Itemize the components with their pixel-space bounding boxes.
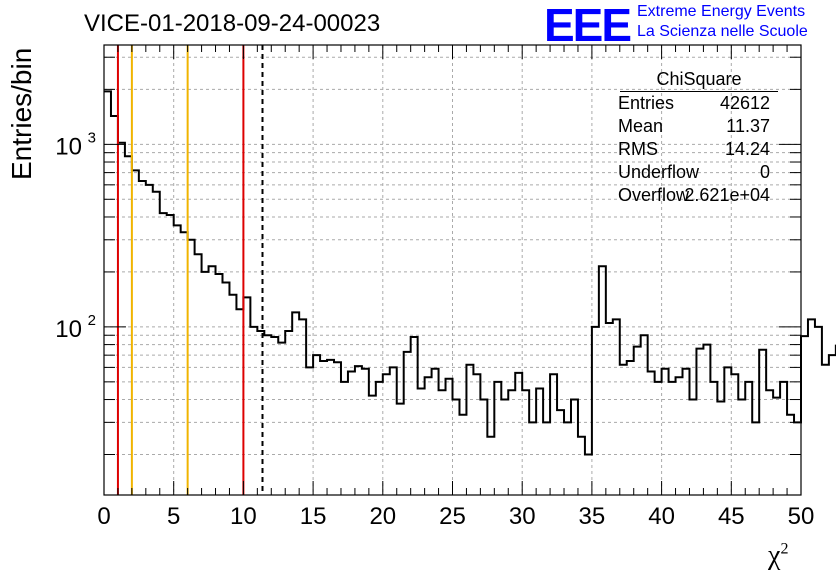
stats-key: RMS bbox=[618, 139, 658, 159]
x-tick-label: 30 bbox=[509, 503, 536, 530]
x-tick-label: 15 bbox=[300, 503, 327, 530]
stats-key: Entries bbox=[618, 93, 675, 113]
eee-logo-text: Extreme Energy Events La Scienza nelle S… bbox=[637, 2, 808, 42]
x-tick-label: 45 bbox=[718, 503, 745, 530]
stats-row: Mean 11.37 bbox=[612, 115, 780, 138]
stats-key: Overflow bbox=[618, 185, 690, 205]
stats-title: ChiSquare bbox=[620, 68, 778, 92]
y-tick-label-sup: 2 bbox=[88, 312, 96, 329]
y-tick-label-sup: 3 bbox=[88, 129, 96, 146]
stats-value: 14.24 bbox=[724, 139, 770, 159]
grid-lines bbox=[104, 45, 801, 495]
x-tick-label: 35 bbox=[579, 503, 606, 530]
stats-row: Entries 42612 bbox=[612, 92, 780, 115]
stats-key: Underflow bbox=[618, 162, 700, 182]
x-tick-label: 10 bbox=[230, 503, 257, 530]
stats-value: 11.37 bbox=[726, 116, 770, 136]
x-axis-label: χ2 bbox=[768, 540, 788, 572]
logo-line-2: La Scienza nelle Scuole bbox=[637, 23, 808, 40]
logo-line-1: Extreme Energy Events bbox=[637, 3, 806, 20]
stats-value: 42612 bbox=[719, 93, 770, 113]
x-tick-label: 40 bbox=[648, 503, 675, 530]
eee-logo: EEE bbox=[544, 0, 632, 51]
y-tick-label: 10 bbox=[55, 133, 82, 160]
y-axis-label: Entries/bin bbox=[6, 47, 37, 180]
stats-row: Overflow 2.621e+04 bbox=[612, 184, 780, 207]
stats-key: Mean bbox=[618, 116, 664, 136]
x-tick-label: 20 bbox=[369, 503, 396, 530]
stats-value: 2.621e+04 bbox=[684, 185, 770, 205]
chart-title: VICE-01-2018-09-24-00023 bbox=[84, 10, 381, 37]
stats-row: RMS 14.24 bbox=[612, 138, 780, 161]
x-tick-label: 50 bbox=[788, 503, 815, 530]
stats-box: ChiSquare Entries 42612 Mean 11.37 RMS 14.2… bbox=[612, 68, 780, 207]
y-tick-label: 10 bbox=[55, 316, 82, 343]
x-tick-label: 0 bbox=[97, 503, 110, 530]
x-axis-label-sup: 2 bbox=[780, 540, 789, 558]
x-tick-label: 5 bbox=[167, 503, 180, 530]
vertical-lines bbox=[116, 45, 264, 495]
stats-value: 0 bbox=[759, 162, 770, 182]
ticks: 0 5 10 15 20 25 30 35 40 45 50 10 2 10 3 bbox=[55, 45, 814, 530]
x-tick-label: 25 bbox=[439, 503, 466, 530]
stats-row: Underflow 0 bbox=[612, 161, 780, 184]
x-axis-label-base: χ bbox=[768, 540, 781, 571]
